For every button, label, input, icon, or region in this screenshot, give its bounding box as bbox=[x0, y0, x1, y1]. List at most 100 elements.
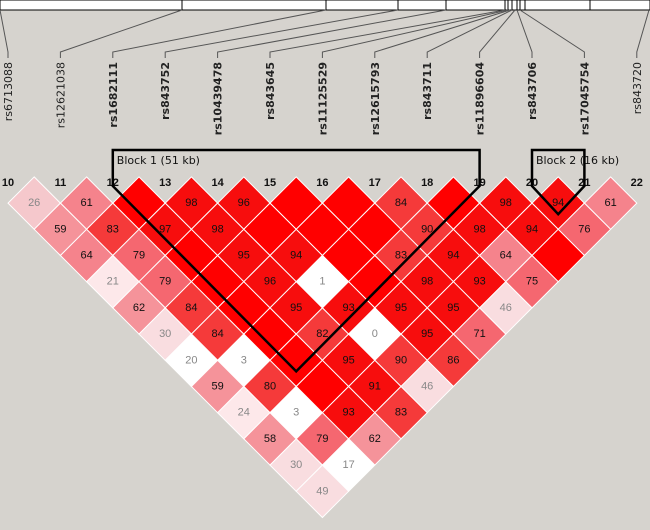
block-outline bbox=[530, 148, 586, 217]
ld-value-label: 20 bbox=[185, 354, 197, 366]
snp-connector-line bbox=[516, 9, 533, 58]
snp-index-label: 10 bbox=[2, 177, 14, 189]
ld-value-label: 49 bbox=[316, 485, 328, 497]
ld-value-label: 62 bbox=[369, 433, 381, 445]
snp-connector-line bbox=[112, 9, 327, 58]
ld-value-label: 93 bbox=[342, 407, 354, 419]
ld-value-label: 83 bbox=[395, 250, 407, 262]
ld-value-label: 84 bbox=[395, 197, 407, 209]
ld-value-label: 90 bbox=[395, 354, 407, 366]
ld-value-label: 58 bbox=[264, 433, 276, 445]
ld-value-label: 94 bbox=[552, 197, 564, 209]
snp-connector-line bbox=[0, 9, 9, 58]
ld-value-label: 96 bbox=[264, 276, 276, 288]
snp-connector-line bbox=[269, 9, 506, 58]
snp-connector-line bbox=[217, 9, 447, 58]
ld-value-label: 93 bbox=[342, 302, 354, 314]
snp-index-label: 16 bbox=[316, 177, 328, 189]
snp-connector-line bbox=[59, 9, 183, 58]
ld-value-label: 79 bbox=[159, 276, 171, 288]
ld-value-label: 17 bbox=[342, 459, 354, 471]
ld-value-label: 84 bbox=[185, 302, 197, 314]
ld-value-label: 94 bbox=[290, 250, 302, 262]
block-label: Block 2 (16 kb) bbox=[536, 154, 619, 167]
snp-name-label: rs843720 bbox=[631, 62, 644, 114]
snp-index-label: 15 bbox=[264, 177, 276, 189]
snp-name-label: rs12621038 bbox=[54, 62, 67, 128]
snp-name-label: rs17045754 bbox=[578, 62, 591, 136]
snp-index-label: 22 bbox=[631, 177, 643, 189]
snp-connector-line bbox=[636, 9, 650, 58]
snp-name-label: rs12615793 bbox=[369, 62, 382, 135]
ld-value-label: 76 bbox=[578, 223, 590, 235]
ld-value-label: 61 bbox=[604, 197, 616, 209]
physical-map-bar bbox=[0, 0, 650, 11]
ld-value-label: 30 bbox=[290, 459, 302, 471]
ld-value-label: 83 bbox=[395, 407, 407, 419]
haplotype-blocks: Block 1 (51 kb) Block 2 (16 kb) bbox=[111, 148, 619, 374]
block-label: Block 1 (51 kb) bbox=[117, 154, 200, 167]
snp-connector-line bbox=[164, 9, 399, 58]
block-outline bbox=[111, 148, 481, 374]
ld-value-label: 96 bbox=[238, 197, 250, 209]
ld-value-label: 97 bbox=[159, 223, 171, 235]
snp-connector-line bbox=[426, 9, 513, 58]
snp-connector-line bbox=[479, 9, 516, 58]
snp-connector-line bbox=[374, 9, 511, 58]
ld-matrix: 26 61 98 96 84 98 94 61 59 83 97 98 90 98 94 76 64 79 95 94… bbox=[7, 176, 638, 519]
ld-value-label: 21 bbox=[107, 276, 119, 288]
snp-connector-line bbox=[519, 9, 585, 58]
ld-value-label: 90 bbox=[421, 223, 433, 235]
ld-value-label: 79 bbox=[133, 250, 145, 262]
snp-index-label: 18 bbox=[421, 177, 433, 189]
snp-name-label: rs843711 bbox=[421, 62, 434, 120]
snp-name-label: rs11896604 bbox=[474, 62, 487, 136]
ld-value-label: 62 bbox=[133, 302, 145, 314]
snp-index-label: 11 bbox=[55, 177, 67, 189]
ld-value-label: 46 bbox=[421, 381, 433, 393]
ld-value-label: 95 bbox=[238, 250, 250, 262]
snp-index-label: 17 bbox=[369, 177, 381, 189]
ld-value-label: 94 bbox=[447, 250, 459, 262]
ld-value-label: 71 bbox=[473, 328, 485, 340]
ld-value-label: 91 bbox=[369, 381, 381, 393]
ld-value-label: 3 bbox=[241, 354, 247, 366]
ld-value-label: 94 bbox=[526, 223, 538, 235]
snp-name-label: rs843706 bbox=[526, 62, 539, 120]
ld-value-label: 98 bbox=[500, 197, 512, 209]
snp-connector-line bbox=[321, 9, 509, 58]
ld-value-label: 59 bbox=[211, 381, 223, 393]
ld-value-label: 75 bbox=[526, 276, 538, 288]
ld-cell-shape bbox=[295, 464, 350, 519]
ld-value-label: 26 bbox=[28, 197, 40, 209]
snp-index-labels: 10 11 12 13 14 15 16 17 18 19 20 21 22 bbox=[2, 177, 643, 189]
ld-value-label: 61 bbox=[80, 197, 92, 209]
snp-name-labels: rs6713088 rs12621038 rs1682111 rs843752 rs10… bbox=[2, 62, 644, 136]
ld-value-label: 1 bbox=[319, 276, 325, 288]
ld-value-label: 64 bbox=[80, 250, 92, 262]
snp-name-label: rs10439478 bbox=[212, 62, 225, 135]
ld-value-label: 95 bbox=[395, 302, 407, 314]
ld-value-label: 30 bbox=[159, 328, 171, 340]
ld-value-label: 79 bbox=[316, 433, 328, 445]
snp-name-label: rs6713088 bbox=[2, 62, 15, 121]
ld-value-label: 98 bbox=[473, 223, 485, 235]
ld-value-label: 59 bbox=[54, 223, 66, 235]
ld-value-label: 82 bbox=[316, 328, 328, 340]
ld-value-label: 46 bbox=[500, 302, 512, 314]
snp-name-label: rs1682111 bbox=[107, 62, 120, 128]
ld-value-label: 83 bbox=[107, 223, 119, 235]
ld-value-label: 84 bbox=[211, 328, 223, 340]
snp-name-label: rs843752 bbox=[159, 62, 172, 120]
ld-value-label: 95 bbox=[290, 302, 302, 314]
ld-value-label: 0 bbox=[372, 328, 378, 340]
ld-value-label: 3 bbox=[293, 407, 299, 419]
ld-value-label: 95 bbox=[447, 302, 459, 314]
ld-value-label: 98 bbox=[211, 223, 223, 235]
ld-value-label: 95 bbox=[342, 354, 354, 366]
ld-value-label: 93 bbox=[473, 276, 485, 288]
snp-name-label: rs11125529 bbox=[316, 62, 329, 135]
ld-value-label: 95 bbox=[421, 328, 433, 340]
ld-value-label: 98 bbox=[185, 197, 197, 209]
